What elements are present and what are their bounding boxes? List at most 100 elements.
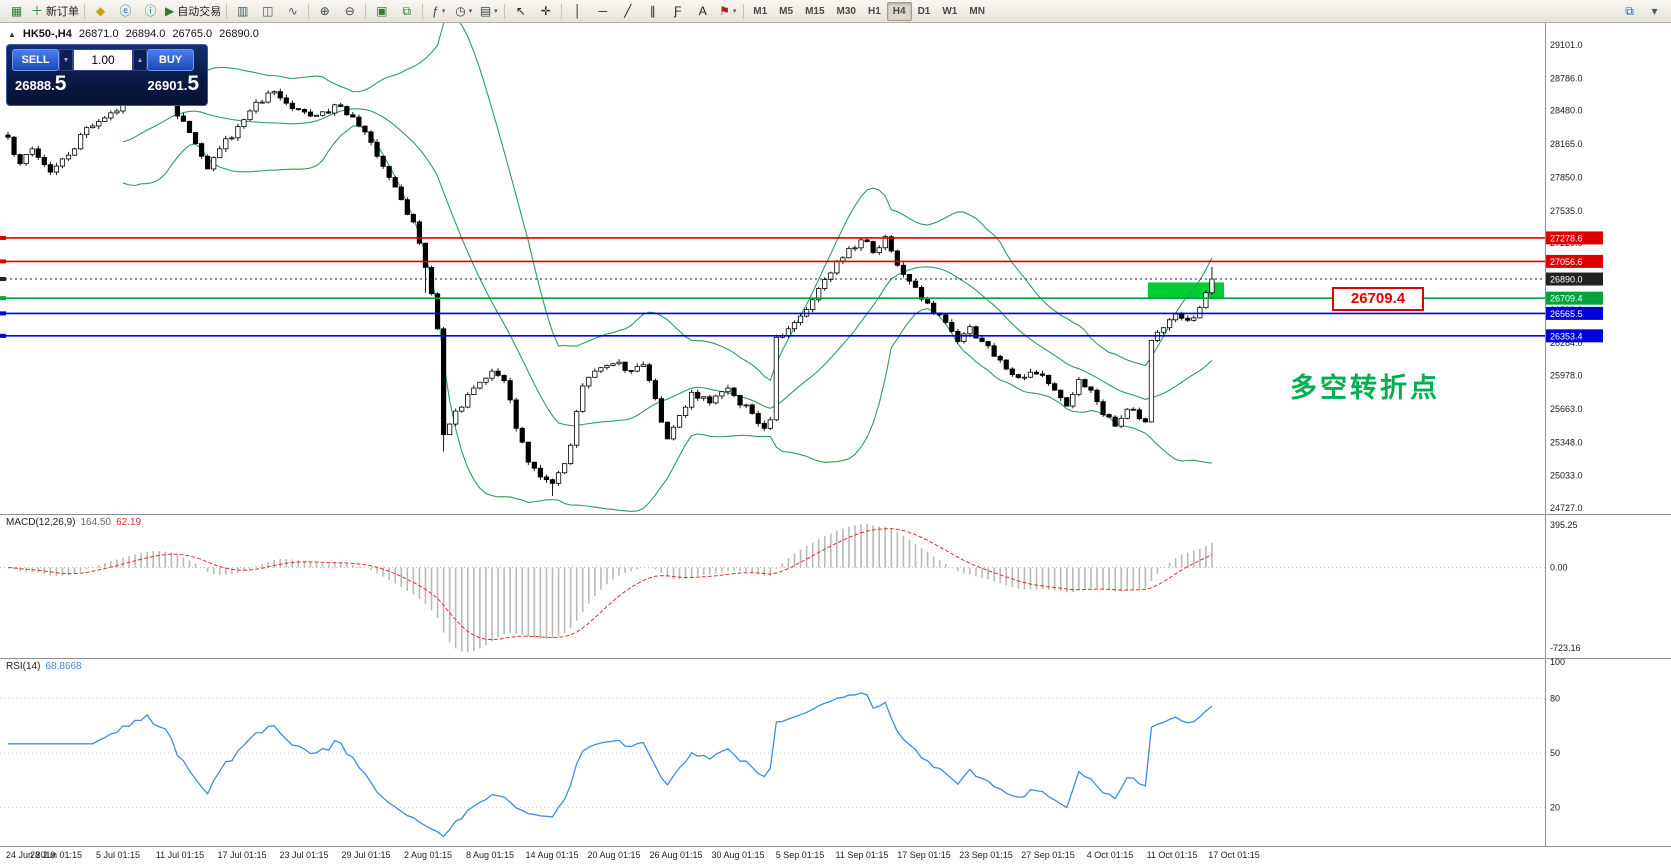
sell-price: 26888. 5	[15, 72, 67, 95]
toolbar-separator	[561, 3, 563, 19]
svg-text:27056.6: 27056.6	[1550, 257, 1583, 267]
market-watch-button[interactable]: ◆	[88, 2, 113, 21]
svg-text:26565.5: 26565.5	[1550, 309, 1583, 319]
toolbar: ▦ ＋新订单 ◆ ⓔ ⓘ ▶ 自动交易 ▥ ◫ ∿ ⊕ ⊖ ▣ ⧉ ƒ ▾ ◷ ▾ ▤ ▾ ↖ ✛ │ ─ ╱ ∥ Ƒ A ⚑ ▾ M1 M5…	[0, 0, 1671, 23]
svg-text:24727.0: 24727.0	[1550, 503, 1583, 513]
toolbar-separator	[84, 3, 86, 19]
channel-icon: ∥	[649, 4, 656, 18]
indicators-button[interactable]: ƒ ▾	[426, 2, 451, 21]
line-chart-button[interactable]: ∿	[280, 2, 305, 21]
candles-layer	[5, 82, 1215, 497]
chart-options-button[interactable]: ▾	[1642, 2, 1667, 21]
trendline-button[interactable]: ╱	[615, 2, 640, 21]
svg-text:50: 50	[1550, 748, 1560, 758]
timeframe-h4-button[interactable]: H4	[886, 1, 912, 21]
buy-price: 26901. 5	[147, 72, 199, 95]
macd-histogram	[13, 524, 1213, 652]
templates-button[interactable]: ▤ ▾	[476, 2, 501, 21]
toolbar-separator	[308, 3, 310, 19]
auto-arrange-button[interactable]: ⧉	[394, 2, 419, 21]
rsi-indicator-label: RSI(14) 68.8668	[6, 661, 82, 672]
rsi-levels: 100 80 50 20	[0, 657, 1565, 813]
macd-signal-line	[7, 528, 1213, 641]
new-order-icon: ＋	[31, 4, 44, 18]
svg-text:-723.16: -723.16	[1550, 643, 1581, 653]
svg-text:28480.0: 28480.0	[1550, 106, 1583, 116]
cursor-button[interactable]: ↖	[508, 2, 533, 21]
timeframe-m15-button[interactable]: M15	[805, 5, 825, 17]
timeframe-w1-button[interactable]: W1	[942, 5, 958, 17]
timeframe-m30-button[interactable]: M30	[836, 5, 856, 17]
svg-text:5 Sep 01:15: 5 Sep 01:15	[776, 850, 825, 860]
cursor-icon: ↖	[515, 4, 526, 18]
axis-badge: 26353.4	[1546, 329, 1603, 343]
svg-text:23 Jul 01:15: 23 Jul 01:15	[279, 850, 328, 860]
svg-text:8 Aug 01:15: 8 Aug 01:15	[466, 850, 514, 860]
trendline-icon: ╱	[624, 4, 632, 18]
vertical-line-button[interactable]: │	[565, 2, 590, 21]
horizontal-line-icon: ─	[598, 4, 607, 18]
templates-icon: ▤	[479, 4, 492, 18]
timeframe-d1-button[interactable]: D1	[917, 5, 931, 17]
text-icon: A	[698, 4, 707, 18]
periods-menu-button[interactable]: ◷ ▾	[451, 2, 476, 21]
tile-windows-button[interactable]: ▣	[369, 2, 394, 21]
price-level-flag: 26709.4	[1332, 287, 1424, 311]
volume-input[interactable]	[73, 49, 133, 71]
svg-text:24 Jun 2019: 24 Jun 2019	[6, 850, 56, 860]
toolbar-separator	[743, 3, 745, 19]
candlestick-chart-button[interactable]: ◫	[255, 2, 280, 21]
new-chart-button[interactable]: ▦	[4, 2, 29, 21]
svg-text:11 Jul 01:15: 11 Jul 01:15	[156, 850, 204, 860]
text-button[interactable]: A	[690, 2, 715, 21]
arrows-button[interactable]: ⚑ ▾	[715, 2, 740, 21]
autotrading-button[interactable]: ▶ 自动交易	[163, 2, 223, 21]
horizontal-line-button[interactable]: ─	[590, 2, 615, 21]
timeframe-m5-button[interactable]: M5	[779, 5, 794, 17]
bar-chart-button[interactable]: ▥	[230, 2, 255, 21]
axis-badge: 26890.0	[1546, 272, 1603, 286]
chevron-down-icon: ▾	[441, 8, 446, 15]
timeframe-m1-button[interactable]: M1	[753, 5, 768, 17]
svg-text:28165.0: 28165.0	[1550, 139, 1583, 149]
zoom-out-icon: ⊖	[344, 4, 355, 18]
svg-text:11 Sep 01:15: 11 Sep 01:15	[836, 850, 889, 860]
arrows-icon: ⚑	[719, 4, 730, 18]
svg-text:11 Oct 01:15: 11 Oct 01:15	[1147, 850, 1198, 860]
navigator-button[interactable]: ⓔ	[113, 2, 138, 21]
sell-button[interactable]: SELL	[12, 49, 59, 71]
line-chart-icon: ∿	[287, 4, 298, 18]
zoom-in-button[interactable]: ⊕	[312, 2, 337, 21]
open-value: 26871.0	[78, 28, 119, 40]
fibonacci-button[interactable]: Ƒ	[665, 2, 690, 21]
volume-increase-button[interactable]: ▲	[133, 49, 147, 71]
timeframe-mn-button[interactable]: MN	[969, 5, 985, 17]
svg-text:27 Sep 01:15: 27 Sep 01:15	[1021, 850, 1075, 860]
svg-text:28 Jun 01:15: 28 Jun 01:15	[30, 850, 82, 860]
channel-button[interactable]: ∥	[640, 2, 665, 21]
svg-text:27850.0: 27850.0	[1550, 172, 1583, 182]
svg-text:5 Jul 01:15: 5 Jul 01:15	[96, 850, 140, 860]
one-click-collapse-icon[interactable]: ▲	[8, 29, 16, 39]
axis-badge: 27056.6	[1546, 254, 1603, 268]
buy-button[interactable]: BUY	[147, 49, 194, 71]
zoom-out-button[interactable]: ⊖	[337, 2, 362, 21]
macd-scale: 395.25 0.00 -723.16	[1550, 520, 1581, 653]
svg-text:25033.0: 25033.0	[1550, 471, 1583, 481]
svg-text:20: 20	[1550, 803, 1560, 813]
chart-windows-button[interactable]: ⧉	[1617, 2, 1642, 21]
bollinger-middle	[122, 108, 1213, 427]
chart-ohlc-header: ▲ HK50-,H4 26871.0 26894.0 26765.0 26890…	[8, 28, 259, 40]
crosshair-icon: ✛	[540, 4, 551, 18]
svg-text:14 Aug 01:15: 14 Aug 01:15	[525, 850, 578, 860]
new-order-button[interactable]: ＋新订单	[29, 2, 81, 21]
volume-decrease-button[interactable]: ▼	[59, 49, 73, 71]
terminal-button[interactable]: ⓘ	[138, 2, 163, 21]
svg-text:25663.0: 25663.0	[1550, 404, 1583, 414]
crosshair-button[interactable]: ✛	[533, 2, 558, 21]
axis-badge: 26565.5	[1546, 306, 1603, 320]
timeframe-h1-button[interactable]: H1	[867, 5, 881, 17]
symbol-period-label: HK50-,H4	[22, 28, 72, 40]
